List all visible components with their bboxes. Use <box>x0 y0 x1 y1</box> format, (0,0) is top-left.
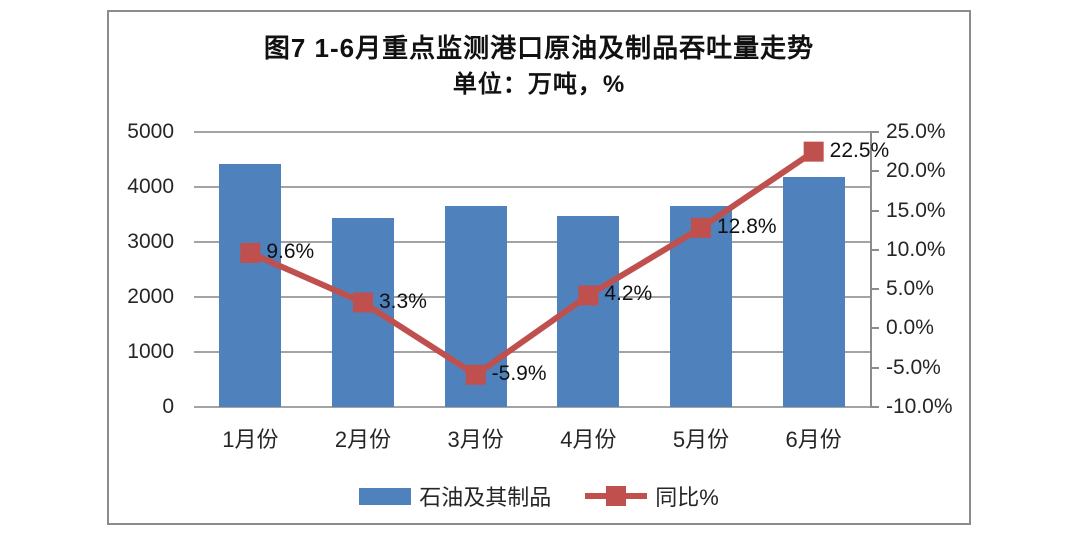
line-marker <box>353 292 373 313</box>
bar-1月份 <box>219 163 282 407</box>
gridline <box>194 406 870 408</box>
line-series <box>240 141 824 385</box>
right-axis-tick-label: -5.0% <box>886 355 941 379</box>
legend-item: 同比% <box>585 480 719 512</box>
left-axis-tick-label: 5000 <box>127 120 174 143</box>
legend-label: 石油及其制品 <box>419 485 552 510</box>
point-label: 3.3% <box>379 289 427 313</box>
point-label: 12.8% <box>717 214 777 238</box>
right-axis-tick-label: 10.0% <box>886 237 946 261</box>
line-marker <box>465 364 486 385</box>
right-axis-tick-label: 25.0% <box>886 120 946 143</box>
point-label: 22.5% <box>829 138 890 162</box>
right-axis-tick-label: -10.0% <box>886 395 953 418</box>
right-axis-tick-label: 15.0% <box>886 198 946 222</box>
gridline <box>194 131 870 133</box>
point-label: -5.9% <box>491 361 547 385</box>
legend-label: 同比% <box>655 485 719 510</box>
legend: 石油及其制品 同比% <box>109 480 969 512</box>
x-axis-label-1: 1月份 <box>222 427 279 452</box>
legend-line-swatch-icon <box>585 486 648 506</box>
legend-bar-swatch-icon <box>359 487 412 505</box>
right-axis-tick-label: 20.0% <box>886 159 946 183</box>
chart-panel: 图7 1-6月重点监测港口原油及制品吞吐量走势 单位：万吨，% 9.6% 3.3%… <box>107 10 971 525</box>
right-axis-tick <box>870 366 879 369</box>
plot-area: 9.6% 3.3% -5.9% 4.2% 12.8% 22.5% <box>194 131 889 408</box>
gridline <box>194 241 870 243</box>
right-axis-tick-label: 0.0% <box>886 316 934 340</box>
line-marker <box>240 243 261 263</box>
line-marker <box>803 141 824 162</box>
point-label: 4.2% <box>604 282 653 306</box>
legend-marker-icon <box>606 486 627 506</box>
gridline <box>194 296 870 298</box>
right-axis-tick <box>870 131 879 133</box>
gridline <box>194 186 870 188</box>
x-axis-label-4: 4月份 <box>560 427 617 452</box>
right-axis-tick <box>870 288 879 291</box>
x-axis-label-3: 3月份 <box>447 427 504 452</box>
legend-item: 石油及其制品 <box>359 480 551 512</box>
left-axis-tick-label: 3000 <box>127 230 174 253</box>
x-axis-label-2: 2月份 <box>334 427 392 452</box>
line-marker <box>578 285 599 306</box>
x-axis-label-5: 5月份 <box>672 427 730 452</box>
right-axis-tick <box>870 170 879 173</box>
chart-subtitle: 单位：万吨，% <box>452 71 626 98</box>
right-axis-tick <box>870 248 879 251</box>
right-axis-tick-label: 5.0% <box>886 277 934 301</box>
x-axis-label-6: 6月份 <box>785 427 842 452</box>
point-label: 9.6% <box>266 240 315 263</box>
line-path <box>249 149 816 379</box>
chart-title: 图7 1-6月重点监测港口原油及制品吞吐量走势 <box>263 33 815 63</box>
line-marker <box>691 217 711 238</box>
left-axis-tick-label: 2000 <box>127 285 174 308</box>
right-axis-tick <box>870 406 879 408</box>
right-axis-tick <box>870 327 879 330</box>
right-axis-line <box>870 132 872 407</box>
bar-6月份 <box>782 177 845 407</box>
gridline <box>194 351 870 353</box>
left-axis-tick-label: 4000 <box>127 175 174 198</box>
right-axis-tick <box>870 209 879 212</box>
left-axis-tick-label: 1000 <box>127 340 174 363</box>
left-axis-tick-label: 0 <box>162 395 174 418</box>
